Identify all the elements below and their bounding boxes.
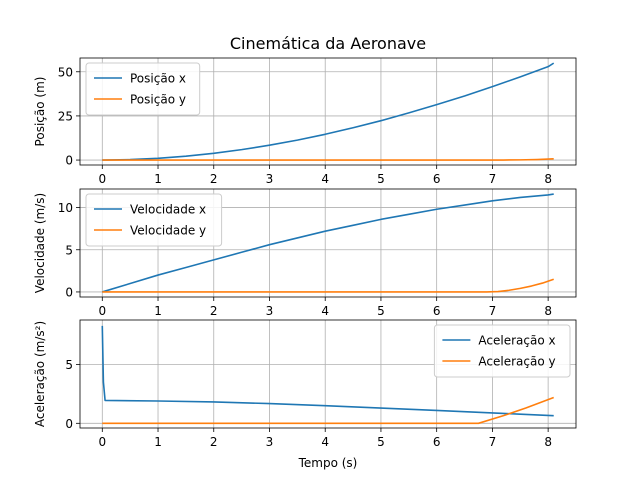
x-axis-label: Tempo (s) [298, 456, 358, 470]
legend-box [85, 62, 201, 116]
series-line-y [102, 278, 554, 293]
x-tick-label: 6 [433, 304, 441, 318]
x-tick-label: 1 [154, 435, 162, 449]
x-tick-label: 0 [98, 435, 106, 449]
series-line-x [101, 325, 554, 417]
legend-box [433, 324, 571, 378]
legend: Posição x Posição y [85, 62, 201, 116]
x-tick-label: 2 [210, 304, 218, 318]
x-tick-label: 2 [210, 172, 218, 186]
x-tick-label: 8 [544, 304, 552, 318]
x-tick-label: 1 [154, 304, 162, 318]
y-axis-label: Posição (m) [33, 77, 47, 147]
x-tick-label: 3 [266, 172, 274, 186]
x-tick-label: 7 [489, 435, 497, 449]
x-tick-label: 4 [321, 435, 329, 449]
series-line-x [102, 193, 554, 293]
legend-entry: Posição y [130, 93, 186, 107]
x-tick-label: 4 [321, 304, 329, 318]
legend-entry: Posição x [130, 72, 186, 86]
legend: Aceleração x Aceleração y [433, 324, 571, 378]
axes-frame [79, 188, 577, 298]
series-line-y [102, 158, 554, 161]
axes-frame [79, 319, 577, 429]
y-tick-label: 50 [58, 65, 73, 79]
x-tick-label: 3 [266, 435, 274, 449]
y-tick-label: 0 [65, 154, 73, 168]
legend-entry: Velocidade y [130, 224, 206, 238]
x-tick-label: 5 [377, 304, 385, 318]
x-tick-label: 5 [377, 435, 385, 449]
x-tick-label: 5 [377, 172, 385, 186]
x-tick-label: 6 [433, 172, 441, 186]
y-tick-label: 25 [58, 109, 73, 123]
chart-title: Cinemática da Aeronave [230, 34, 426, 53]
x-tick-label: 8 [544, 435, 552, 449]
x-tick-label: 3 [266, 304, 274, 318]
x-tick-label: 6 [433, 435, 441, 449]
x-tick-label: 0 [98, 172, 106, 186]
legend-entry: Aceleração x [478, 334, 555, 348]
legend-entry: Velocidade x [130, 203, 206, 217]
y-tick-label: 5 [65, 243, 73, 257]
x-tick-label: 2 [210, 435, 218, 449]
y-tick-label: 0 [65, 285, 73, 299]
legend-box [85, 193, 223, 247]
y-tick-label: 10 [58, 201, 73, 215]
x-tick-label: 8 [544, 172, 552, 186]
legend: Velocidade x Velocidade y [85, 193, 223, 247]
x-tick-label: 1 [154, 172, 162, 186]
x-tick-label: 7 [489, 304, 497, 318]
y-axis-label: Velocidade (m/s) [33, 193, 47, 293]
axes-frame [79, 57, 577, 166]
subplot-3: 0 1 2 3 4 5 6 7 8 0 5 Aceleração (m/s²) Aceleração x… [33, 319, 577, 449]
y-axis-label: Aceleração (m/s²) [33, 321, 47, 427]
series-line-x [102, 62, 555, 161]
subplot-2: 0 1 2 3 4 5 6 7 8 0 5 10 Velocidade (m/s) Velocidade … [33, 188, 577, 318]
legend-entry: Aceleração y [478, 355, 555, 369]
y-tick-label: 0 [65, 417, 73, 431]
series-line-y [102, 396, 554, 425]
x-tick-label: 4 [321, 172, 329, 186]
y-tick-label: 5 [65, 358, 73, 372]
x-tick-label: 0 [98, 304, 106, 318]
x-tick-label: 7 [489, 172, 497, 186]
